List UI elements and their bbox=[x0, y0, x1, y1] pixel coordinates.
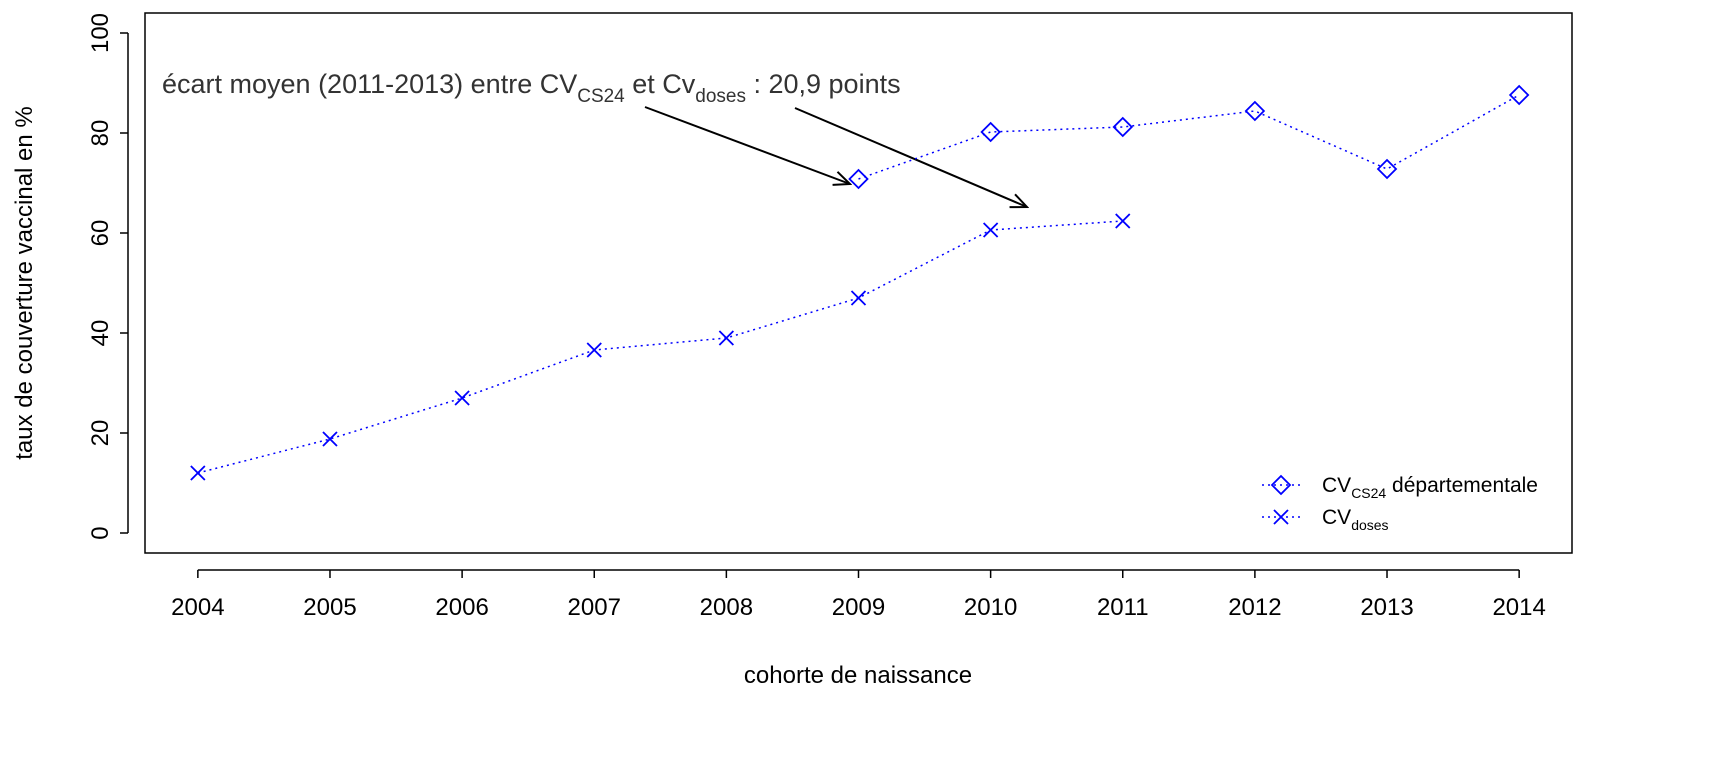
legend-label-part: départementale bbox=[1386, 474, 1538, 497]
series-line bbox=[858, 94, 1520, 180]
plot-layer: 0 20 40 60 80 100 2004 2005 2006 2007 2008 2009 2010… bbox=[87, 13, 1546, 621]
diamond-marker bbox=[980, 121, 1001, 143]
y-tick-label: 0 bbox=[87, 526, 114, 539]
arrow bbox=[794, 107, 1027, 207]
x-tick-label: 2012 bbox=[1228, 594, 1281, 621]
x-tick-label: 2014 bbox=[1492, 594, 1545, 621]
y-tick-label: 80 bbox=[87, 120, 114, 147]
y-tick-label: 40 bbox=[87, 320, 114, 347]
y-tick-label: 20 bbox=[87, 420, 114, 447]
y-axis-label: taux de couverture vaccinal en % bbox=[11, 106, 38, 460]
x-tick-label: 2010 bbox=[964, 594, 1017, 621]
diamond-marker bbox=[1112, 116, 1134, 138]
y-tick-label: 100 bbox=[87, 13, 114, 53]
legend-label: CVCS24 départementale bbox=[1322, 474, 1538, 501]
diamond-marker bbox=[1376, 158, 1398, 180]
x-axis-label: cohorte de naissance bbox=[744, 662, 972, 689]
legend-label-part: CV bbox=[1322, 506, 1351, 529]
x-tick-label: 2008 bbox=[700, 594, 753, 621]
cross-marker bbox=[982, 222, 999, 238]
legend-label-part: CS24 bbox=[1351, 485, 1386, 501]
cross-marker bbox=[454, 390, 470, 406]
cross-marker bbox=[850, 290, 867, 306]
diamond-marker bbox=[1270, 474, 1292, 496]
diamond-marker bbox=[1244, 100, 1266, 122]
x-tick-label: 2011 bbox=[1097, 594, 1149, 621]
x-tick-label: 2006 bbox=[435, 594, 488, 621]
diamond-marker bbox=[848, 168, 869, 190]
cross-marker bbox=[322, 431, 338, 447]
diamond-marker bbox=[1508, 84, 1530, 106]
legend-label: CVdoses bbox=[1322, 506, 1389, 533]
legend-label-part: CV bbox=[1322, 474, 1351, 497]
cross-marker bbox=[718, 330, 735, 346]
cross-marker bbox=[586, 342, 602, 358]
plot-box bbox=[144, 12, 1573, 554]
x-tick-label: 2009 bbox=[832, 594, 885, 621]
arrow bbox=[644, 106, 850, 184]
x-tick-label: 2005 bbox=[303, 594, 356, 621]
x-tick-label: 2007 bbox=[568, 594, 621, 621]
cross-marker bbox=[1273, 509, 1289, 525]
cross-marker bbox=[190, 465, 206, 481]
legend-label-part: doses bbox=[1351, 517, 1388, 533]
legend-item: CVdoses bbox=[1262, 506, 1389, 533]
x-tick-label: 2004 bbox=[171, 594, 224, 621]
series-line bbox=[197, 220, 1123, 474]
legend-item: CVCS24 départementale bbox=[1262, 474, 1538, 501]
y-tick-label: 60 bbox=[87, 220, 114, 247]
cross-marker bbox=[1115, 213, 1131, 229]
x-tick-label: 2013 bbox=[1360, 594, 1413, 621]
annotation: écart moyen (2011-2013) entre CVCS24 et … bbox=[162, 69, 901, 107]
